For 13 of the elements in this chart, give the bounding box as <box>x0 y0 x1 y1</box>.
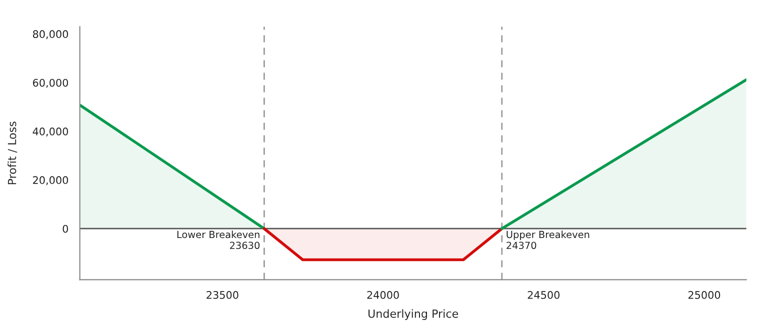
y-tick-label: 20,000 <box>33 176 68 186</box>
y-axis-title: Profit / Loss <box>8 122 18 184</box>
x-tick-label: 23500 <box>206 291 238 299</box>
x-tick-label: 24500 <box>528 291 560 299</box>
y-tick-label: 60,000 <box>32 78 68 88</box>
y-tick-label: 0 <box>62 224 68 233</box>
ref-line-label: Upper Breakeven 24370 <box>506 230 590 250</box>
x-tick-label: 24000 <box>367 291 399 299</box>
x-tick-label: 25000 <box>688 291 720 299</box>
x-axis-title: Underlying Price <box>368 309 458 320</box>
ref-line-label: Lower Breakeven 23630 <box>177 230 260 250</box>
y-tick-label: 80,000 <box>32 30 68 40</box>
y-tick-label: 40,000 <box>32 128 68 136</box>
